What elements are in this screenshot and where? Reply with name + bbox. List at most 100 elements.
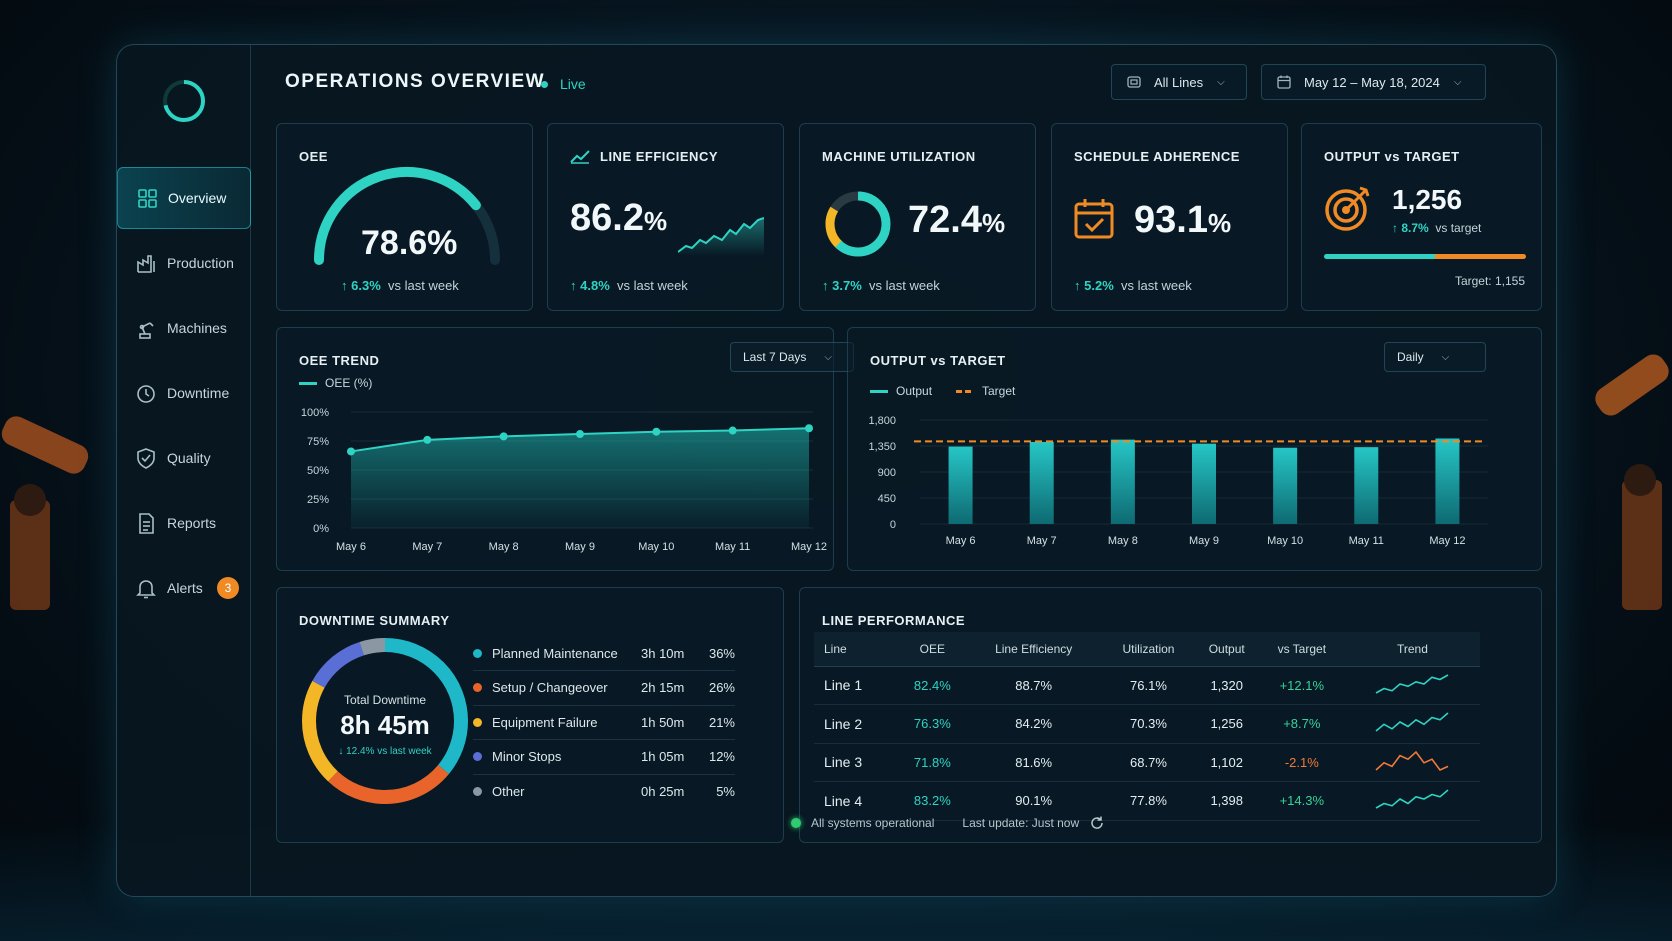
chart-title: OUTPUT vs TARGET [870, 353, 1006, 368]
legend-label: OEE (%) [325, 376, 373, 390]
kpi-unit: % [981, 208, 1006, 238]
cell-vs-target: +8.7% [1258, 704, 1345, 744]
output-bar [1435, 438, 1460, 524]
oee-point [347, 447, 355, 456]
progress-fill [1324, 254, 1526, 259]
lines-select[interactable]: All Lines ⌵ [1111, 64, 1247, 100]
oee-point [576, 430, 584, 439]
ring-fill [825, 191, 891, 257]
downtime-donut [302, 638, 468, 804]
robot-arm-icon [139, 322, 154, 339]
refresh-icon[interactable] [1089, 815, 1105, 831]
downtime-reason: Equipment Failure [492, 714, 598, 730]
cell-output: 1,256 [1194, 704, 1259, 744]
cell-oee: 82.4% [899, 666, 966, 705]
kpi-title: SCHEDULE ADHERENCE [1074, 149, 1240, 164]
bell-icon [136, 580, 156, 599]
legend-swatch-target [956, 389, 974, 393]
cell-oee: 71.8% [899, 743, 966, 782]
column-header: Line [814, 632, 900, 667]
clock-icon [137, 385, 155, 403]
cell-efficiency: 81.6% [965, 743, 1103, 782]
donut-slice [302, 638, 468, 804]
cell-line: Line 1 [814, 666, 900, 705]
date-range-select[interactable]: May 12 – May 18, 2024 ⌵ [1261, 64, 1486, 100]
cell-oee: 83.2% [899, 781, 966, 821]
donut-slice [302, 638, 468, 804]
y-tick-label: 1,800 [868, 415, 896, 427]
downtime-legend-item: Other 0h 25m 5% [473, 774, 735, 809]
sidebar-item-label: Downtime [167, 385, 230, 401]
cell-output: 1,102 [1194, 743, 1259, 782]
donut-slice [302, 638, 468, 804]
y-tick-label: 450 [878, 493, 896, 505]
x-tick-label: May 7 [412, 541, 442, 553]
kpi-delta: ↑ 6.3% vs last week [341, 278, 459, 293]
delta-label: vs last week [869, 278, 940, 293]
sidebar-item-label: Reports [167, 515, 217, 531]
oee-point [805, 424, 813, 433]
sidebar-item-alerts[interactable]: Alerts 3 [117, 557, 251, 619]
downtime-percent: 12% [708, 749, 735, 764]
output-range-select[interactable]: Daily ⌵ [1384, 342, 1486, 372]
table-row[interactable]: Line 1 82.4% 88.7% 76.1% 1,320 +12.1% [814, 666, 1480, 705]
sidebar-item-overview[interactable]: Overview [117, 167, 251, 229]
kpi-value: 1,256 [1392, 184, 1463, 215]
x-tick-label: May 11 [715, 541, 750, 553]
table-body: Line 1 82.4% 88.7% 76.1% 1,320 +12.1% Line 2 76… [814, 666, 1480, 821]
oee-legend: OEE (%) [299, 376, 372, 390]
sidebar-item-label: Production [167, 255, 234, 271]
sidebar-item-quality[interactable]: Quality [117, 427, 251, 489]
legend-label-target: Target [982, 384, 1016, 398]
kpi-unit: % [643, 206, 668, 236]
range-select-value: Last 7 Days [743, 350, 807, 364]
arrow-up-icon: ↑ [1074, 278, 1085, 293]
status-ok-icon [791, 818, 801, 828]
delta-value: 6.3% [351, 278, 381, 293]
oee-range-select[interactable]: Last 7 Days ⌵ [730, 342, 854, 372]
column-header: Line Efficiency [965, 632, 1103, 667]
cell-vs-target: +14.3% [1258, 781, 1345, 821]
column-header: Trend [1344, 632, 1480, 667]
output-bar [1273, 447, 1298, 524]
downtime-percent: 5% [716, 784, 735, 799]
shield-check-icon [137, 448, 155, 469]
legend-swatch-output [870, 389, 888, 393]
kpi-card-oee: OEE 78.6% ↑ 6.3% vs last week [276, 123, 533, 311]
trend-up-icon [570, 150, 590, 164]
cell-output: 1,398 [1194, 781, 1259, 821]
cell-efficiency: 88.7% [965, 666, 1103, 705]
output-bar [1192, 443, 1216, 524]
grid-icon [138, 189, 157, 208]
arrow-up-icon: ↑ [822, 278, 833, 293]
sidebar-item-downtime[interactable]: Downtime [117, 362, 251, 424]
status-bar: All systems operational Last update: Jus… [791, 815, 1105, 831]
sidebar-item-machines[interactable]: Machines [117, 297, 251, 359]
live-dot-icon [541, 80, 548, 88]
last-update-text: Last update: Just now [962, 816, 1080, 830]
downtime-percent: 36% [708, 645, 735, 661]
chevron-down-icon: ⌵ [824, 351, 832, 363]
oee-trend-card: OEE TREND Last 7 Days ⌵ OEE (%) 0% 25% 50% 7… [276, 327, 854, 571]
delta-value: 3.7% [832, 278, 862, 293]
downtime-time: 1h 05m [641, 749, 685, 764]
factory-icon [137, 255, 155, 273]
sidebar-nav: Overview Production Machines Downtime Qualit… [117, 167, 251, 622]
cell-oee: 76.3% [899, 704, 966, 744]
oee-point [728, 426, 737, 435]
y-tick-label: 900 [878, 467, 896, 479]
downtime-reason: Minor Stops [492, 749, 562, 764]
live-label: Live [560, 76, 586, 92]
cell-line: Line 4 [814, 781, 900, 821]
downtime-legend-item: Planned Maintenance 3h 10m 36% [473, 636, 735, 671]
kpi-number: 86.2 [570, 197, 644, 239]
table-row[interactable]: Line 2 76.3% 84.2% 70.3% 1,256 +8.7% [814, 704, 1480, 744]
sidebar-item-reports[interactable]: Reports [117, 492, 251, 554]
logo-ring-icon [163, 80, 205, 122]
table-row[interactable]: Line 4 83.2% 90.1% 77.8% 1,398 +14.3% [814, 781, 1480, 821]
trend-sparkline [1375, 712, 1449, 732]
table-row[interactable]: Line 3 71.8% 81.6% 68.7% 1,102 -2.1% [814, 743, 1480, 782]
downtime-reason: Setup / Changeover [492, 680, 608, 695]
sidebar-item-production[interactable]: Production [117, 232, 251, 294]
kpi-value: 86.2% [570, 197, 667, 240]
